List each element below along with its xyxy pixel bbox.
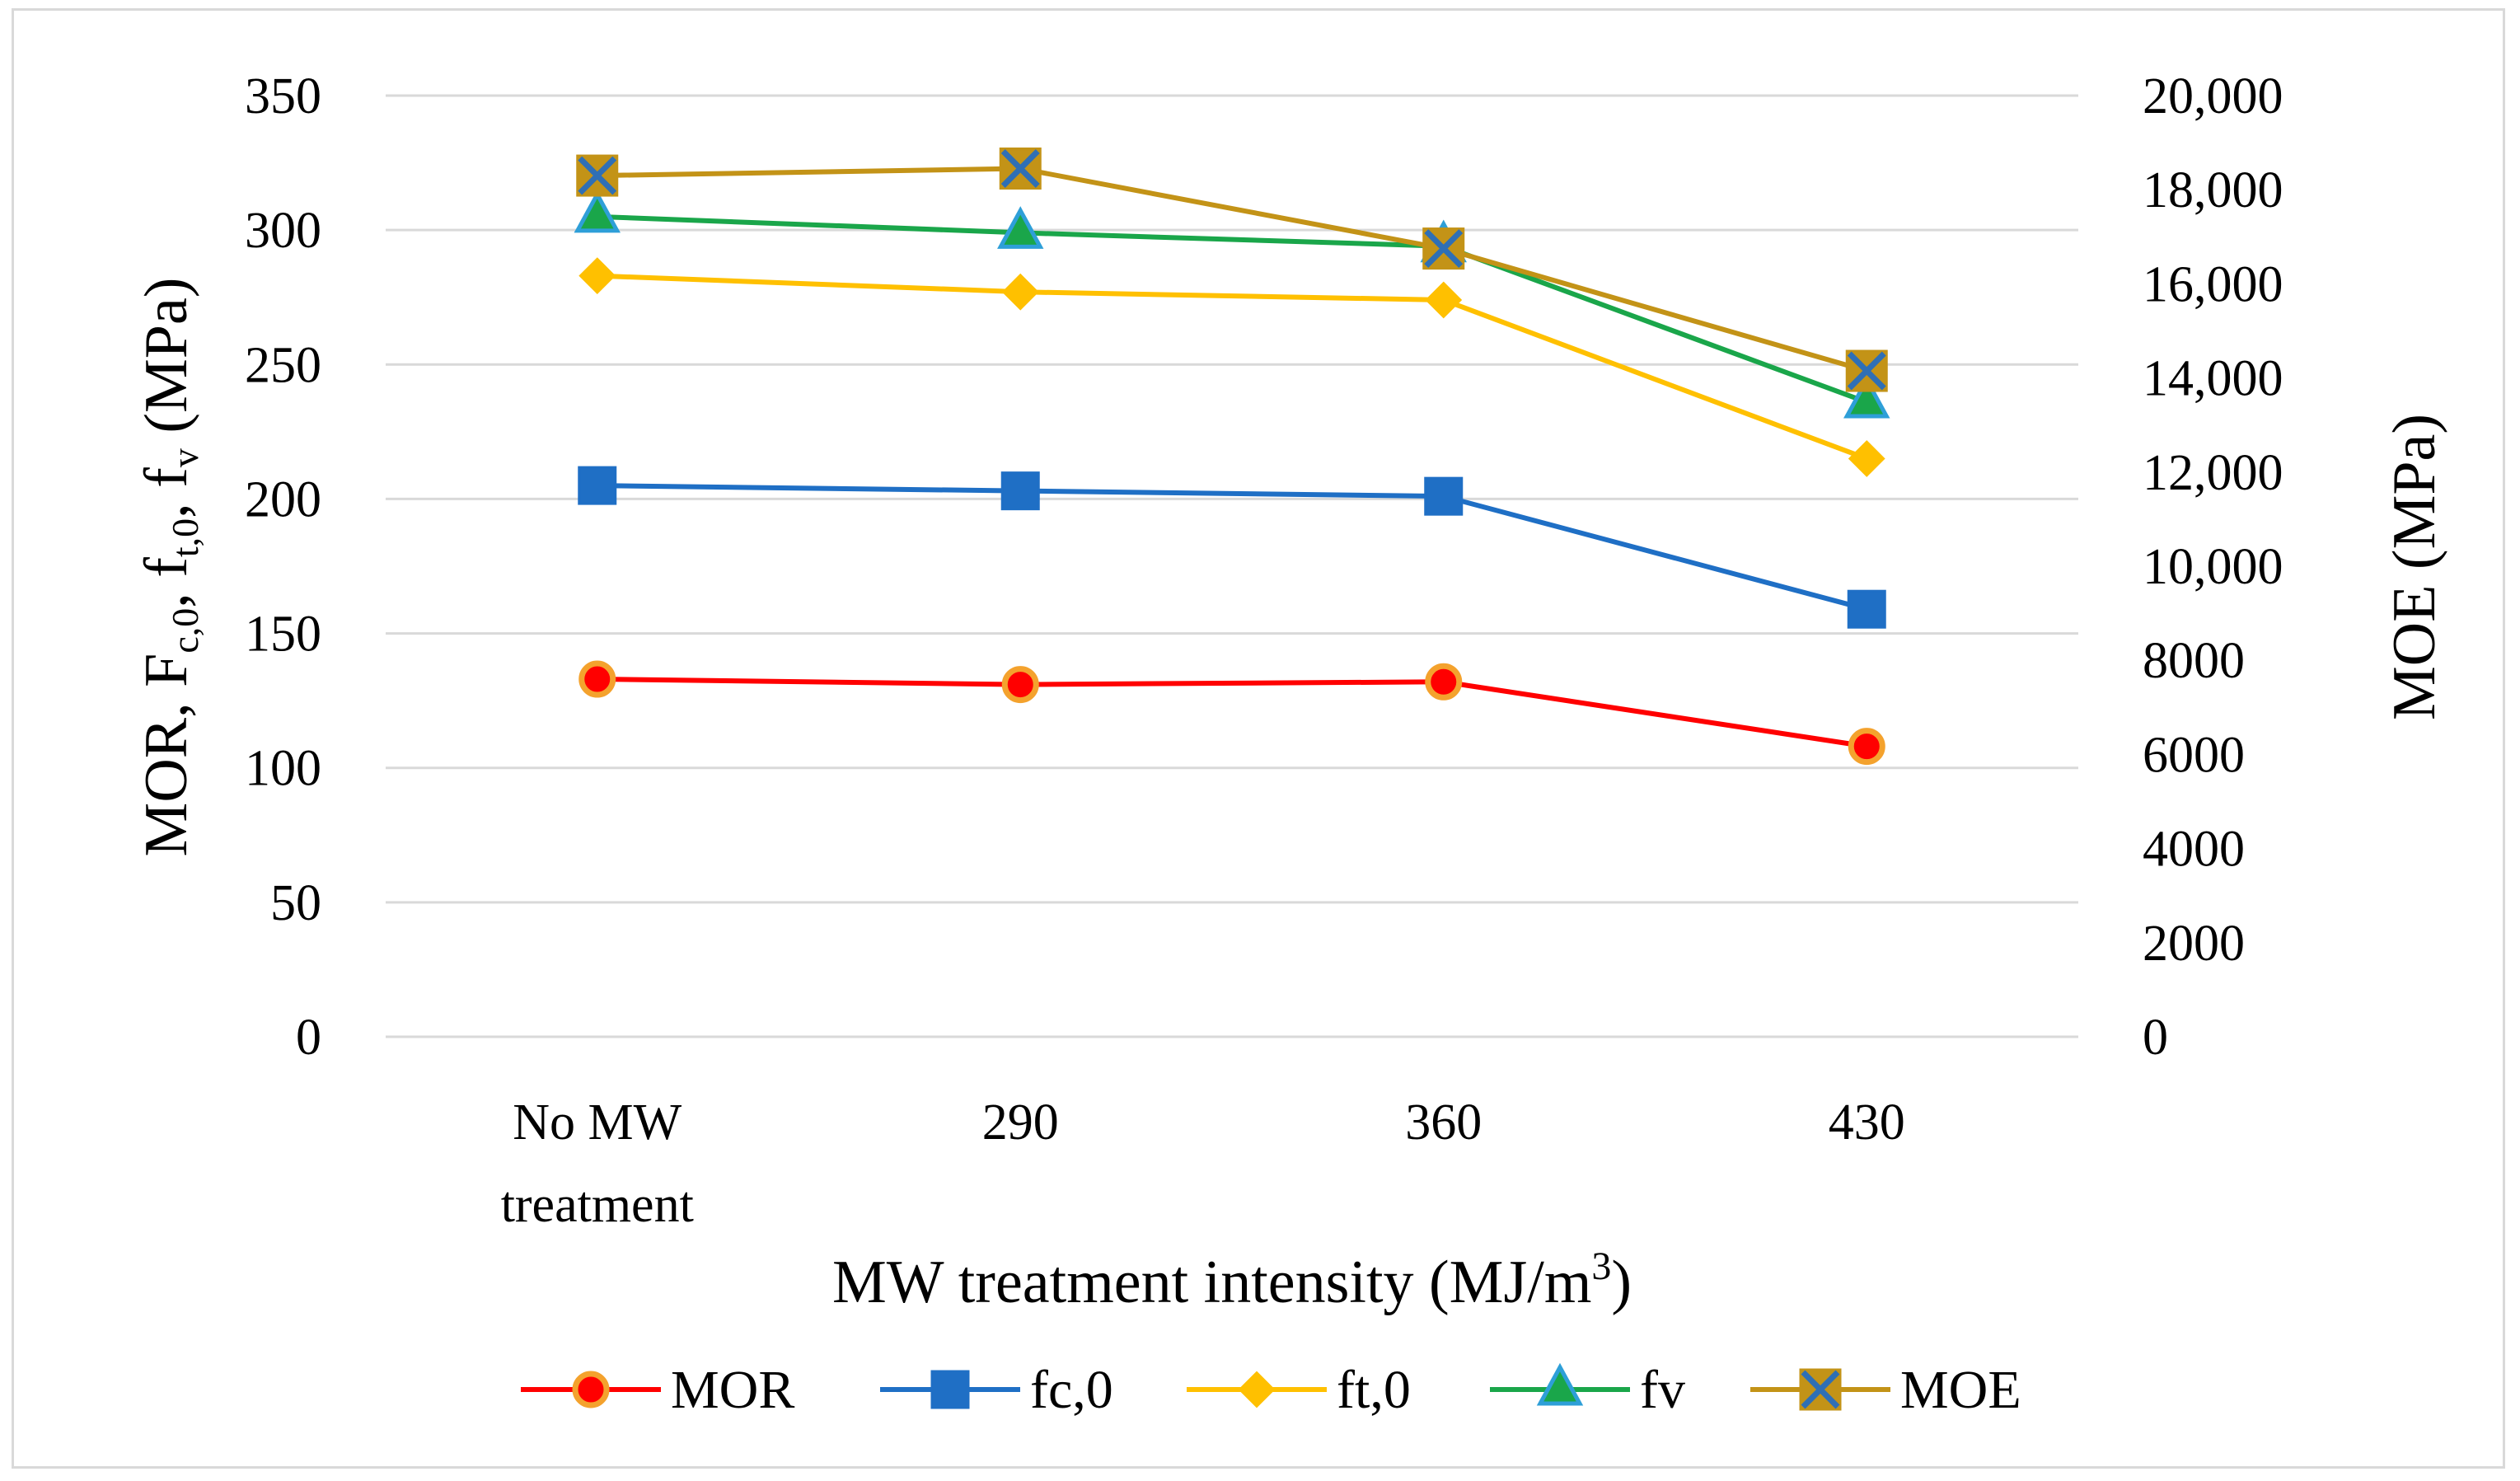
legend-label: fv <box>1640 1360 1685 1420</box>
mor-marker-1 <box>1001 666 1039 704</box>
fv-marker-3 <box>1843 375 1890 419</box>
moe-marker-0-cross <box>578 156 617 195</box>
x-tick-line: 430 <box>1829 1094 1905 1151</box>
left-title-subscript: v <box>164 448 206 467</box>
x-title-end: ) <box>1611 1249 1632 1316</box>
right-axis-ticks: 0 2000 4000 6000 8000 10,000 12,000 14,000 16,00… <box>2143 68 2283 1066</box>
right-axis-title: MOE (MPa) <box>2381 414 2448 720</box>
x-axis-ticks: No MW treatment 290 360 430 <box>501 1094 1905 1233</box>
legend-item-moe: MOE <box>1750 1360 2021 1420</box>
fv-marker-0 <box>574 190 621 233</box>
left-tick-label: 0 <box>296 1010 321 1066</box>
legend-item-fc-0: fc,0 <box>880 1360 1113 1420</box>
gridlines <box>386 94 2078 1038</box>
moe-marker-1-cross <box>1000 149 1040 188</box>
ft-0-marker-3 <box>1848 440 1885 477</box>
right-tick-label: 10,000 <box>2143 539 2283 595</box>
x-tick-label: 290 <box>982 1094 1059 1151</box>
left-tick-label: 150 <box>245 607 321 663</box>
mor-marker-legend <box>572 1371 610 1408</box>
left-axis-ticks: 0 50 100 150 200 250 300 350 <box>245 68 321 1066</box>
right-tick-label: 4000 <box>2143 822 2245 878</box>
series-mor <box>578 660 1885 766</box>
moe-marker-2-cross <box>1424 229 1464 269</box>
legend-label: fc,0 <box>1030 1360 1113 1420</box>
legend-item-mor: MOR <box>521 1360 794 1420</box>
right-tick-label: 16,000 <box>2143 256 2283 312</box>
fc-0-marker-0 <box>578 466 617 505</box>
right-tick-label: 6000 <box>2143 727 2245 783</box>
left-title-part: MOR, F <box>133 654 200 857</box>
series-line <box>597 213 1868 405</box>
right-tick-label: 20,000 <box>2143 68 2283 124</box>
left-title-part: (MPa) <box>133 278 200 449</box>
x-tick-label: No MW treatment <box>501 1094 694 1233</box>
moe-marker-legend <box>1799 1368 1842 1411</box>
legend-label: MOE <box>1900 1360 2021 1420</box>
legend-item-ft-0: ft,0 <box>1187 1360 1411 1420</box>
right-tick-label: 0 <box>2143 1010 2168 1066</box>
ft-0-marker-2 <box>1425 281 1463 319</box>
legend-item-fv: fv <box>1490 1360 1685 1420</box>
mor-marker-3 <box>1848 728 1885 766</box>
mor-marker-0 <box>578 660 616 698</box>
moe-marker-2 <box>1422 227 1465 270</box>
fc-0-marker-2 <box>1424 476 1464 516</box>
series-ft-0 <box>578 257 1885 477</box>
ft-0-marker-legend <box>1238 1371 1276 1408</box>
mor-marker-2 <box>1425 663 1463 701</box>
x-axis-title: MW treatment intensity (MJ/m3) <box>832 1244 1632 1316</box>
legend-label: MOR <box>671 1360 794 1420</box>
left-tick-label: 50 <box>270 875 321 931</box>
series-fv <box>574 190 1890 419</box>
left-title-subscript: t,0 <box>164 518 206 557</box>
right-tick-label: 8000 <box>2143 633 2245 689</box>
x-tick-line: No MW <box>513 1094 682 1151</box>
ft-0-marker-1 <box>1001 273 1039 311</box>
ft-0-marker-0 <box>578 257 616 295</box>
fc-0-marker-3 <box>1847 589 1886 629</box>
fv-marker-1 <box>997 206 1044 249</box>
x-tick-line: 360 <box>1405 1094 1482 1151</box>
left-tick-label: 200 <box>245 471 321 527</box>
right-tick-label: 18,000 <box>2143 162 2283 218</box>
fc-0-marker-1 <box>1000 471 1040 511</box>
fc-0-marker-legend <box>930 1370 970 1409</box>
moe-marker-1 <box>999 148 1042 190</box>
x-title-superscript: 3 <box>1591 1244 1611 1288</box>
right-tick-label: 14,000 <box>2143 351 2283 407</box>
series-group <box>574 148 1890 766</box>
series-line <box>597 166 1868 373</box>
left-axis-title: MOR, Fc,0, ft,0, fv (MPa) <box>133 278 206 857</box>
series-line <box>597 483 1868 612</box>
left-tick-label: 100 <box>245 741 321 797</box>
series-moe <box>576 148 1888 392</box>
legend: MOR fc,0 ft,0 fv MOE <box>521 1360 2021 1420</box>
left-tick-label: 250 <box>245 337 321 393</box>
x-tick-label: 430 <box>1829 1094 1905 1151</box>
fv-marker-legend <box>1536 1362 1584 1406</box>
series-line <box>597 273 1868 462</box>
moe-marker-0 <box>576 154 619 197</box>
moe-marker-3-cross <box>1847 351 1886 391</box>
series-fc-0 <box>578 466 1886 629</box>
right-tick-label: 12,000 <box>2143 445 2283 501</box>
left-title-subscript: c,0 <box>164 608 206 654</box>
left-tick-label: 300 <box>245 203 321 259</box>
left-tick-label: 350 <box>245 68 321 124</box>
left-title-part: , f <box>133 557 200 608</box>
moe-marker-3 <box>1845 349 1888 392</box>
series-line <box>597 677 1867 749</box>
x-title-main: MW treatment intensity (MJ/m <box>832 1249 1591 1316</box>
x-tick-line: 290 <box>982 1094 1059 1151</box>
legend-label: ft,0 <box>1337 1360 1411 1420</box>
left-title-part: , f <box>133 467 200 518</box>
right-tick-label: 2000 <box>2143 916 2245 972</box>
moe-marker-legend-cross <box>1801 1370 1840 1409</box>
x-tick-label: 360 <box>1405 1094 1482 1151</box>
chart-frame <box>12 8 2505 1469</box>
x-tick-line: treatment <box>501 1177 694 1233</box>
